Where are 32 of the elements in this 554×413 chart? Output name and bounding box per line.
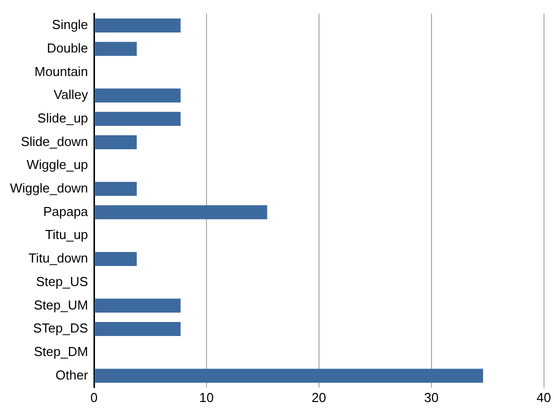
- y-tick-label: Other: [56, 367, 89, 382]
- bar: [94, 112, 181, 126]
- y-tick-label: Step_US: [36, 274, 88, 289]
- y-tick-label: Titu_down: [28, 250, 88, 266]
- bar: [94, 205, 268, 220]
- x-tick-label: 40: [536, 390, 552, 405]
- bar: [94, 88, 181, 103]
- y-tick-label: Slide_down: [20, 134, 88, 149]
- y-tick-label: Double: [46, 40, 88, 56]
- y-tick-label: STep_DS: [33, 320, 88, 336]
- bar: [94, 252, 137, 266]
- x-tick-label: 30: [424, 390, 439, 405]
- y-tick-label: Wiggle_up: [26, 157, 88, 172]
- y-tick-label: Slide_up: [37, 110, 88, 126]
- y-tick-label: Wiggle_down: [10, 180, 88, 196]
- bar: [94, 182, 137, 196]
- bar: [94, 322, 181, 336]
- x-tick-label: 0: [90, 390, 98, 405]
- bar: [94, 18, 181, 32]
- y-tick-label: Step_UM: [34, 297, 88, 312]
- y-tick-label: Step_DM: [34, 344, 88, 359]
- bar: [94, 42, 137, 56]
- x-tick-label: 20: [312, 390, 326, 405]
- y-tick-label: Titu_up: [45, 227, 88, 242]
- y-tick-label: Valley: [54, 87, 89, 102]
- y-tick-label: Papapa: [43, 204, 89, 219]
- y-tick-label: Single: [52, 17, 88, 32]
- bar: [94, 135, 137, 150]
- y-tick-label: Mountain: [34, 64, 88, 79]
- bar: [94, 368, 484, 383]
- x-tick-label: 10: [199, 390, 214, 405]
- bar: [94, 298, 181, 313]
